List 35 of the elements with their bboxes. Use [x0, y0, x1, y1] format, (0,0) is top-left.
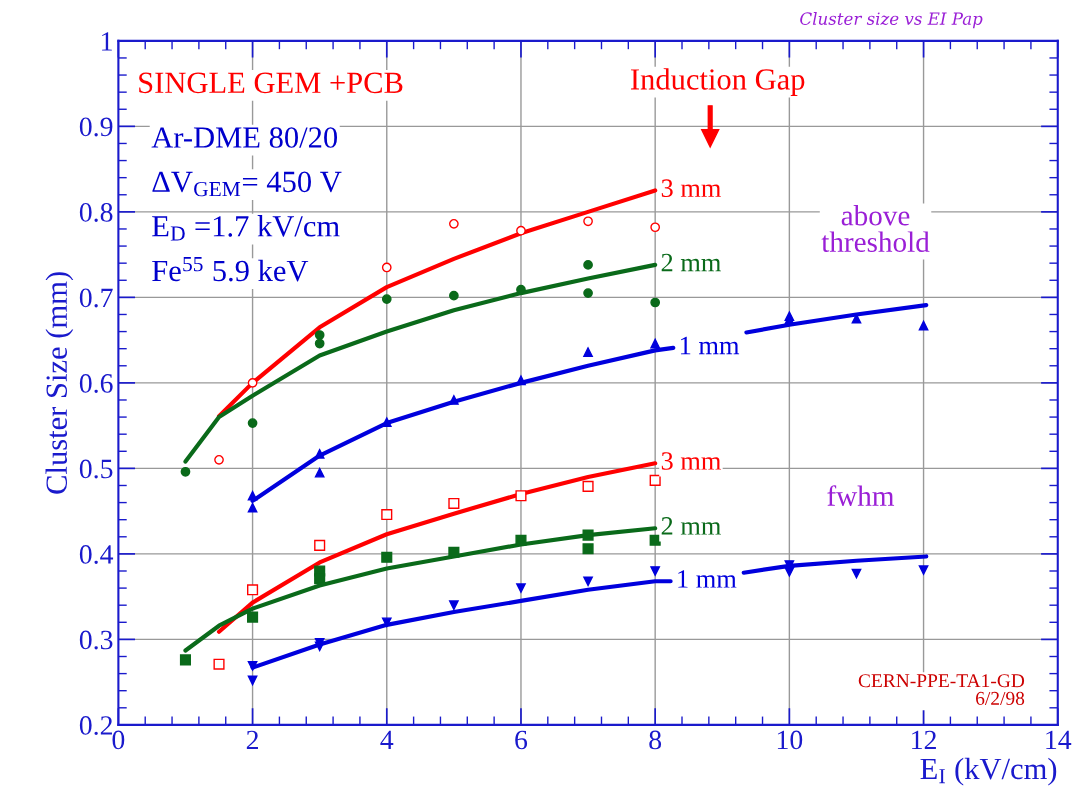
y-tick-label: 0.5	[79, 459, 113, 479]
y-tick-label: 0.3	[79, 630, 113, 650]
x-tick-label: 8	[649, 730, 662, 750]
annotation: SINGLE GEM +PCB	[139, 72, 403, 94]
series-label: 2 mm	[661, 517, 721, 535]
x-tick-label: 10	[777, 730, 803, 750]
y-tick-label: 0.9	[79, 117, 113, 137]
series-label: 1 mm	[678, 570, 737, 588]
annotation: E$_{D}$ =1.7 kV/cm	[152, 215, 340, 241]
series-label: 2 mm	[661, 253, 721, 272]
x-tick-label: 4	[380, 730, 394, 750]
annotation: Ar-DME 80/20	[151, 127, 338, 148]
annotation: CERN-PPE-TA1-GD 6/2/98	[858, 674, 1025, 705]
x-tick-label: 14	[1046, 730, 1072, 750]
x-axis-title: E$_{I}$ (kV/cm)	[920, 757, 1057, 786]
series-label: 3 mm	[661, 179, 721, 198]
series-label: 1 mm	[680, 336, 740, 355]
annotation: fwhm	[827, 485, 895, 507]
y-axis-title: Cluster Size (mm)	[45, 272, 74, 494]
y-tick-label: 0.7	[79, 288, 113, 308]
annotation: above threshold	[821, 205, 930, 252]
x-tick-label: 12	[912, 730, 936, 750]
y-tick-label: 0.2	[79, 716, 112, 735]
annotation: Induction Gap	[630, 68, 805, 96]
series-label: 3 mm	[661, 452, 721, 470]
annotation: Fe$^{55}$ 5.9 keV	[152, 257, 309, 282]
x-tick-label: 6	[515, 730, 528, 750]
x-tick-label: 0	[112, 730, 125, 750]
chart-title: Cluster size vs EI Pap	[800, 12, 983, 29]
y-tick-label: 1	[102, 32, 112, 51]
y-tick-label: 0.8	[79, 203, 113, 222]
y-tick-label: 0.6	[79, 374, 113, 393]
y-tick-label: 0.4	[79, 545, 114, 564]
annotation: ΔV$_{GEM}$= 450 V	[152, 171, 342, 197]
x-tick-label: 2	[246, 730, 258, 750]
